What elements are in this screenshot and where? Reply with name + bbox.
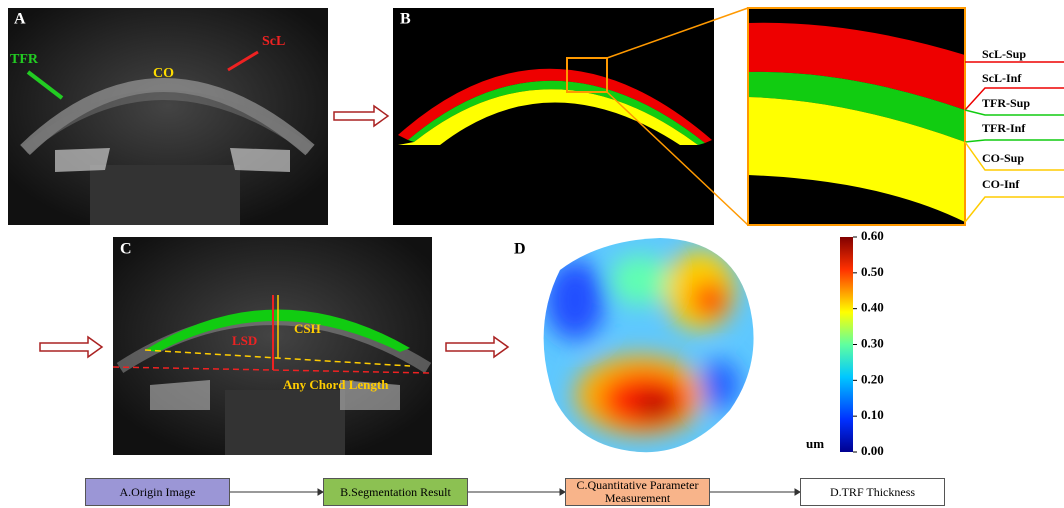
colorbar: [840, 237, 853, 452]
zoom-label: ScL-Sup: [982, 47, 1026, 61]
colorbar-tick-label: 0.20: [861, 371, 884, 386]
colorbar-tick-label: 0.60: [861, 228, 884, 243]
zoom-label: CO-Inf: [982, 177, 1020, 191]
zoom-label: ScL-Inf: [982, 71, 1022, 85]
colorbar-tick-label: 0.50: [861, 264, 884, 279]
zoom-label: TFR-Inf: [982, 121, 1026, 135]
figure-canvas: A TFR ScL CO B ScL-Sup ScL-Inf TFR-Sup TFR-…: [0, 0, 1064, 508]
colorbar-tick-label: 0.30: [861, 335, 884, 350]
colorbar-tick-label: 0.10: [861, 407, 884, 422]
colorbar-unit: um: [806, 436, 824, 451]
colorbar-tick-label: 0.40: [861, 300, 884, 315]
zoom-leaders: [965, 62, 1064, 222]
annotation: TFR: [10, 52, 39, 67]
panel-a: A TFR ScL CO: [8, 8, 328, 225]
colorbar-tick-label: 0.00: [861, 443, 884, 458]
panel-c: C LSD CSH Any Chord Length: [113, 237, 432, 455]
zoom-panel: [748, 8, 965, 225]
annotation: Any Chord Length: [283, 377, 389, 392]
flow-arrow: [446, 337, 508, 357]
flow-box: B.Segmentation Result: [323, 478, 468, 506]
annotation: LSD: [232, 333, 257, 348]
zoom-label: CO-Sup: [982, 151, 1024, 165]
zoom-label: TFR-Sup: [982, 96, 1030, 110]
panel-label: A: [14, 11, 26, 28]
panel-d: D um 0.60 0.50 0.40 0.30 0.20 0.10 0.00: [514, 228, 884, 460]
panel-b: B: [393, 8, 714, 225]
flow-box: A.Origin Image: [85, 478, 230, 506]
flow-arrow: [334, 106, 388, 126]
panel-label: C: [120, 241, 132, 258]
flow-arrow: [40, 337, 102, 357]
flow-box: D.TRF Thickness: [800, 478, 945, 506]
figure: {"panel_a":{"label":"A","tfr":"TFR","scl…: [0, 0, 1064, 508]
panel-label: B: [400, 11, 411, 28]
annotation: ScL: [262, 34, 285, 49]
panel-label: D: [514, 241, 526, 258]
annotation: CO: [153, 66, 174, 81]
flow-connectors: [230, 489, 800, 495]
annotation: CSH: [294, 321, 321, 336]
flow-box: C.Quantitative Parameter Measurement: [565, 478, 710, 506]
